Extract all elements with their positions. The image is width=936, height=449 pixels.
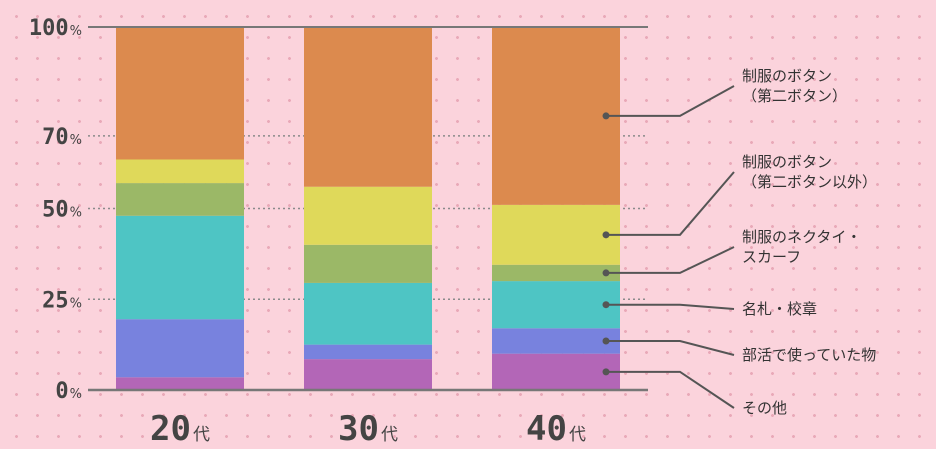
bar-segment-40-4 — [492, 204, 620, 265]
legend-anchor-dot-0 — [602, 368, 610, 376]
bar-segment-20-0 — [116, 377, 244, 390]
legend-anchor-dot-2 — [602, 301, 610, 309]
bar-segment-30-5 — [304, 27, 432, 187]
legend-label-5: 制服のボタン（第二ボタン） — [742, 67, 847, 105]
legend-leader-line-0 — [606, 370, 735, 409]
legend-anchor-dot-3 — [602, 269, 610, 277]
legend-label-4: 制服のボタン（第二ボタン以外） — [742, 153, 877, 191]
bar-segment-20-4 — [116, 159, 244, 184]
bar-segment-30-0 — [304, 359, 432, 390]
bar-segment-20-5 — [116, 27, 244, 160]
y-tick-label-50: 50% — [42, 198, 82, 223]
bars — [116, 27, 620, 390]
y-tick-label-0: 0% — [55, 379, 82, 404]
y-tick-label-100: 100% — [29, 16, 82, 41]
legend-leader-line-4 — [606, 171, 735, 236]
bar-segment-40-1 — [492, 328, 620, 354]
bar-segment-40-5 — [492, 27, 620, 205]
legend-anchor-dot-1 — [602, 337, 610, 345]
legend-leader-line-2 — [606, 303, 735, 310]
bar-segment-30-2 — [304, 282, 432, 345]
x-tick-label-30: 30 代 — [338, 409, 398, 449]
y-tick-label-25: 25% — [42, 288, 82, 313]
bar-segment-20-3 — [116, 183, 244, 216]
legend-leader-line-3 — [606, 246, 735, 274]
bar-segment-40-3 — [492, 264, 620, 282]
bar-segment-30-1 — [304, 344, 432, 360]
bar-segment-40-2 — [492, 281, 620, 329]
legend-label-2: 名札・校章 — [742, 300, 817, 318]
legend-anchor-dot-4 — [602, 231, 610, 239]
y-tick-label-70: 70% — [42, 125, 82, 150]
x-tick-label-40: 40 代 — [526, 409, 586, 449]
legend-anchor-dot-5 — [602, 112, 610, 120]
bar-segment-20-1 — [116, 319, 244, 378]
bar-segment-30-4 — [304, 186, 432, 245]
axes: 0% 25% 50% 70% 100% 20 代 30 代 40 代 — [29, 16, 648, 449]
legend-label-0: その他 — [742, 399, 787, 417]
bar-segment-40-0 — [492, 353, 620, 390]
legend-leader-line-5 — [606, 85, 735, 117]
bar-segment-30-3 — [304, 244, 432, 283]
bar-segment-20-2 — [116, 215, 244, 320]
legend-label-1: 部活で使っていた物 — [742, 346, 876, 364]
x-tick-label-20: 20 代 — [150, 409, 210, 449]
legend-leader-line-1 — [606, 339, 735, 356]
legend-label-3: 制服のネクタイ・スカーフ — [742, 228, 861, 266]
